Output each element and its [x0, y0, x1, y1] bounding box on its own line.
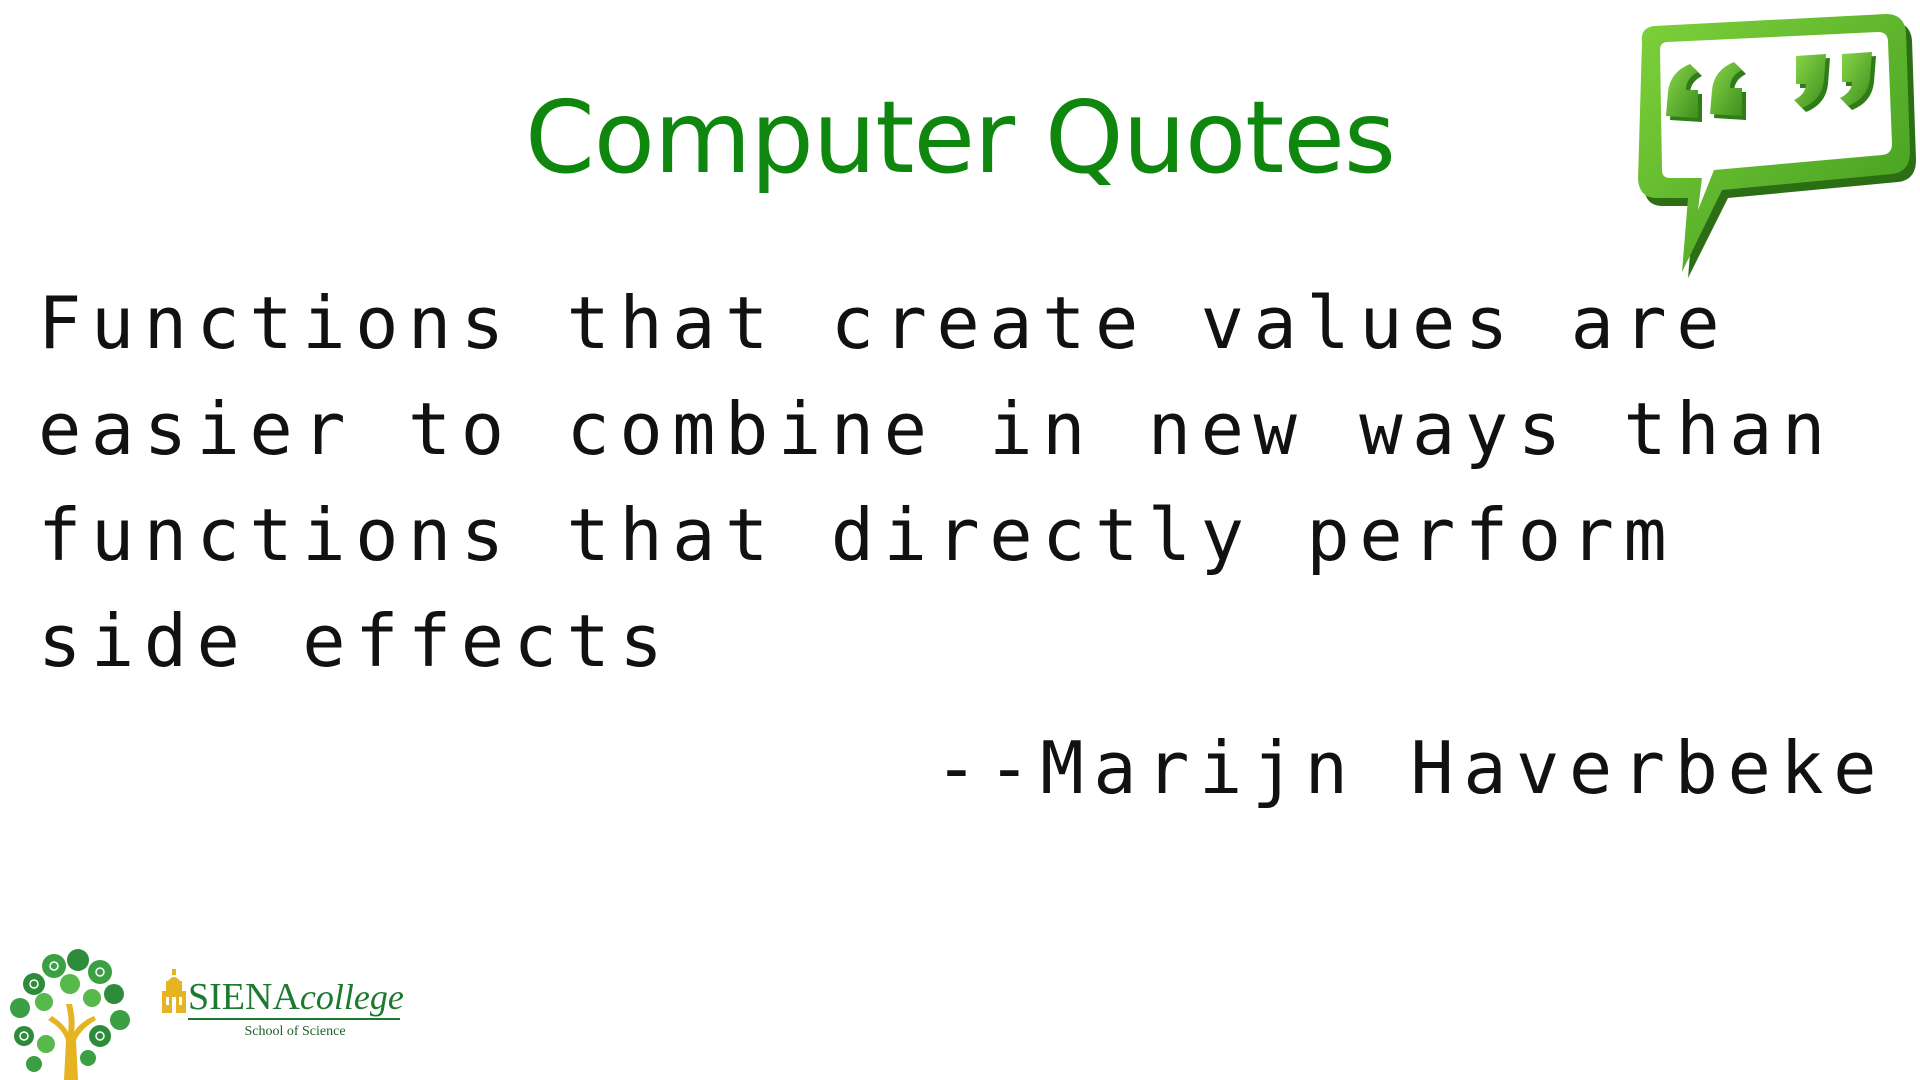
- slide-title: Computer Quotes: [524, 79, 1396, 196]
- quote-bubble-icon: [1638, 14, 1916, 278]
- siena-college-logo: SIENAcollege School of Science: [160, 965, 410, 1047]
- siena-building-icon: [162, 969, 186, 1013]
- siena-wordmark: SIENAcollege: [188, 977, 404, 1017]
- siena-name: SIENA: [188, 976, 300, 1018]
- siena-college-suffix: college: [299, 977, 404, 1017]
- school-of-science-label: School of Science: [244, 1024, 346, 1039]
- science-tree-logo-icon: [10, 949, 130, 1080]
- siena-divider: [188, 1018, 400, 1020]
- quote-text: Functions that create values are easier …: [38, 281, 1835, 683]
- quote-author: --Marijn Haverbeke: [934, 726, 1886, 810]
